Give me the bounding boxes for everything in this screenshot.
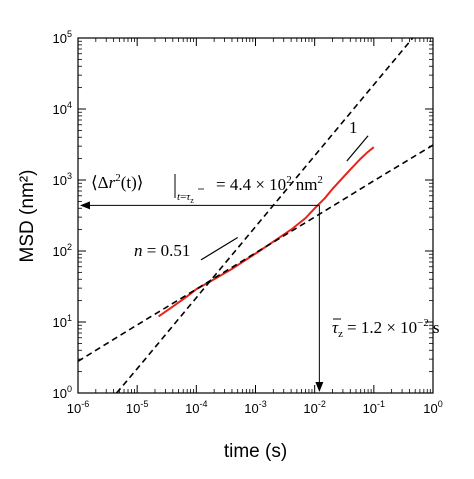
tau-guide-arrowhead xyxy=(315,382,324,392)
x-tick-label: 10-1 xyxy=(363,399,385,416)
slope-one-label: 1 xyxy=(349,118,358,137)
msd-annotation-text: ⟨Δr2(t)⟩ xyxy=(91,172,143,192)
slope-marks-group xyxy=(200,135,369,261)
y-tick-label: 104 xyxy=(53,100,72,117)
x-tick-label: 100 xyxy=(423,399,442,416)
msd-value-text: = 4.4 × 102 nm2 xyxy=(216,174,323,194)
series-line-1 xyxy=(158,146,375,318)
plot-frame xyxy=(77,37,434,394)
slope-n-label: n = 0.51 xyxy=(134,241,190,260)
msd-guide-arrowhead xyxy=(80,201,90,210)
msd-subscript: t=τz xyxy=(177,191,194,205)
x-tick-label: 10-5 xyxy=(126,399,148,416)
slope-mark-1 xyxy=(200,236,239,261)
y-tick-label: 101 xyxy=(53,313,72,330)
axes-group: 10-6 10-5 10-4 10-3 10-2 10-1 100 100 101 102 103 1… xyxy=(53,29,443,416)
y-tick-label: 105 xyxy=(53,29,72,46)
slope-mark-2 xyxy=(346,135,369,162)
tau-annotation: τz = 1.2 × 10−2 s xyxy=(332,317,440,340)
y-tick-label: 100 xyxy=(53,384,72,401)
x-tick-label: 10-4 xyxy=(185,399,207,416)
tau-annotation-text: τz = 1.2 × 10−2 s xyxy=(332,317,440,340)
series-group xyxy=(78,38,433,393)
x-tick-label: 10-6 xyxy=(67,399,89,416)
y-axis-label: MSD (nm²) xyxy=(17,170,38,263)
y-tick-label: 103 xyxy=(53,171,72,188)
y-tick-label: 102 xyxy=(53,242,72,259)
msd-annotation: ⟨Δr2(t)⟩ t=τz = 4.4 × 102 nm2 xyxy=(91,172,323,205)
series-line-3 xyxy=(115,38,414,393)
guides-group xyxy=(80,201,324,392)
x-tick-label: 10-2 xyxy=(303,399,325,416)
x-tick-label: 10-3 xyxy=(244,399,266,416)
x-axis-label: time (s) xyxy=(224,441,287,462)
